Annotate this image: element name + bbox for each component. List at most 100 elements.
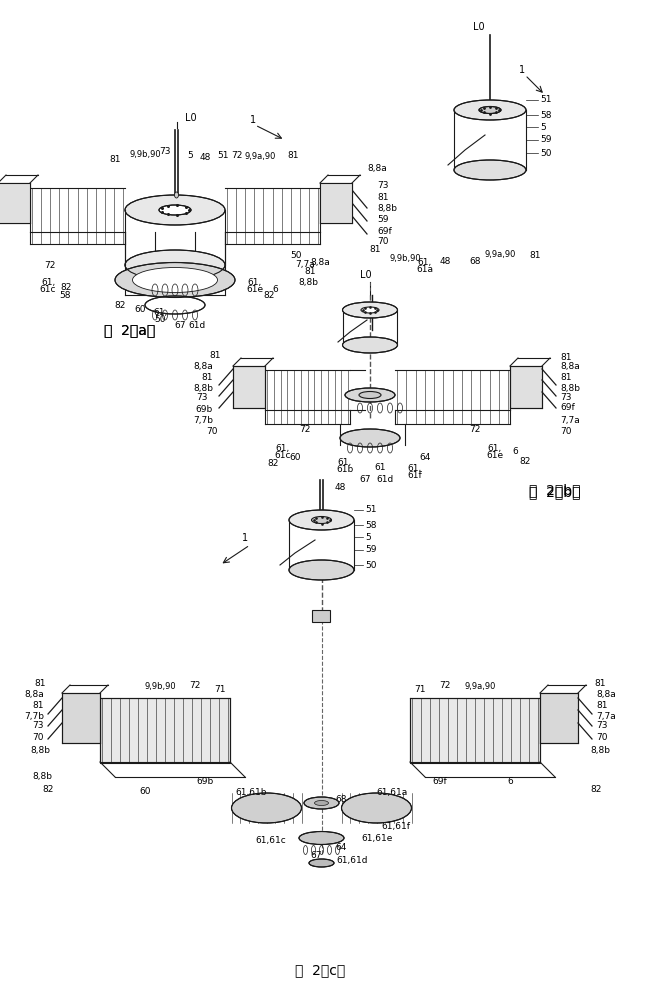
Text: 5: 5 (540, 122, 546, 131)
Ellipse shape (299, 832, 344, 844)
Text: 61,: 61, (488, 444, 502, 452)
Text: 61,61e: 61,61e (362, 834, 393, 842)
Text: 61d: 61d (188, 322, 206, 330)
Text: 73: 73 (159, 147, 171, 156)
Text: 8,8a: 8,8a (367, 163, 387, 172)
Text: 81: 81 (201, 373, 213, 382)
Bar (312, 610, 330, 622)
Text: 81: 81 (377, 194, 388, 202)
Bar (62, 693, 100, 743)
Text: 59: 59 (365, 546, 377, 554)
Text: 67: 67 (311, 852, 322, 860)
Text: 61f: 61f (408, 471, 422, 480)
Ellipse shape (340, 429, 400, 447)
Ellipse shape (479, 106, 501, 113)
Text: 81: 81 (529, 250, 541, 259)
Text: 81: 81 (287, 150, 299, 159)
Text: 73: 73 (197, 393, 208, 402)
Ellipse shape (304, 797, 339, 809)
Text: 72: 72 (439, 682, 451, 690)
Text: 61,: 61, (41, 277, 55, 286)
Text: 8,8b: 8,8b (32, 772, 52, 782)
Text: 72: 72 (300, 426, 311, 434)
Ellipse shape (342, 302, 397, 318)
Text: 82: 82 (60, 284, 71, 292)
Text: 1: 1 (242, 533, 248, 543)
Text: 72: 72 (190, 682, 201, 690)
Ellipse shape (175, 192, 179, 198)
Ellipse shape (159, 205, 191, 215)
Text: 70: 70 (206, 428, 218, 436)
Text: 51: 51 (365, 506, 377, 514)
Text: L0: L0 (360, 270, 371, 280)
Text: 71: 71 (214, 686, 226, 694)
Ellipse shape (115, 262, 235, 298)
Text: 69f: 69f (560, 403, 575, 412)
Text: 71: 71 (414, 686, 426, 694)
Ellipse shape (309, 859, 334, 867)
Text: 69b: 69b (197, 778, 214, 786)
Text: 61,: 61, (408, 464, 422, 473)
Text: 61,: 61, (153, 308, 167, 318)
Text: 68: 68 (469, 257, 481, 266)
Text: 60: 60 (289, 454, 301, 462)
Text: 81: 81 (209, 352, 221, 360)
Bar (510, 366, 542, 408)
Ellipse shape (342, 337, 397, 353)
Text: 7,7a: 7,7a (596, 712, 616, 720)
Text: 61,61c: 61,61c (256, 836, 287, 844)
Ellipse shape (454, 100, 526, 120)
Text: 61,61b: 61,61b (235, 788, 267, 798)
Ellipse shape (289, 560, 354, 580)
Text: 81: 81 (560, 354, 571, 362)
Text: L0: L0 (474, 22, 485, 32)
Text: 68: 68 (336, 796, 347, 804)
Bar (410, 698, 540, 763)
Text: 7,7b: 7,7b (193, 416, 213, 424)
Text: 61a: 61a (417, 265, 433, 274)
Text: 图  2（b）: 图 2（b） (529, 485, 581, 499)
Text: 58: 58 (365, 520, 377, 530)
Ellipse shape (145, 296, 205, 314)
Text: 8,8b: 8,8b (377, 204, 397, 213)
Text: 81: 81 (594, 678, 606, 688)
Text: 61,: 61, (276, 444, 290, 452)
Ellipse shape (311, 516, 331, 524)
Ellipse shape (133, 267, 217, 292)
Text: 61,61a: 61,61a (377, 788, 408, 798)
Text: 61,: 61, (248, 277, 262, 286)
Text: 59: 59 (377, 216, 388, 225)
Text: 64: 64 (419, 454, 431, 462)
Text: 58: 58 (540, 110, 551, 119)
Text: 9,9b,90: 9,9b,90 (129, 150, 161, 159)
Text: 9,9a,90: 9,9a,90 (245, 152, 276, 161)
Text: 48: 48 (199, 152, 211, 161)
Text: 72: 72 (44, 260, 56, 269)
Text: 61,: 61, (338, 458, 352, 466)
Text: 61,: 61, (418, 257, 432, 266)
Text: 48: 48 (334, 483, 345, 491)
Ellipse shape (359, 391, 381, 398)
Text: 72: 72 (469, 426, 481, 434)
Text: 64: 64 (336, 844, 347, 852)
Ellipse shape (232, 793, 302, 823)
Ellipse shape (454, 160, 526, 180)
Text: 8,8b: 8,8b (193, 383, 213, 392)
Bar (233, 366, 265, 408)
Text: 81: 81 (560, 373, 571, 382)
Text: 8,8a: 8,8a (310, 257, 330, 266)
Text: 9,9b,90: 9,9b,90 (144, 682, 176, 690)
Text: 61,61f: 61,61f (382, 822, 410, 830)
Text: 60: 60 (134, 306, 146, 314)
Text: 图  2（b）: 图 2（b） (529, 483, 581, 497)
Text: 81: 81 (596, 702, 608, 710)
Text: 81: 81 (32, 702, 44, 710)
Text: 6: 6 (512, 448, 518, 456)
Text: 69f: 69f (433, 778, 447, 786)
Ellipse shape (342, 793, 411, 823)
Text: 图  2（a）: 图 2（a） (104, 323, 156, 337)
Text: 6: 6 (272, 286, 278, 294)
Text: 50: 50 (365, 560, 377, 570)
Ellipse shape (125, 195, 225, 225)
Ellipse shape (289, 510, 354, 530)
